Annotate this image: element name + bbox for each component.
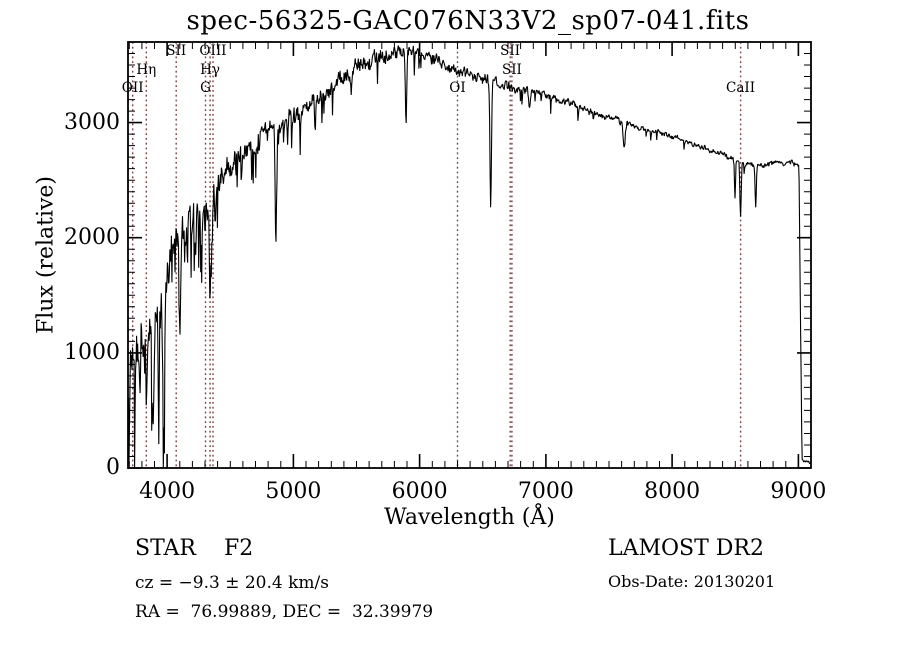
y-tick-label: 3000 <box>64 109 120 135</box>
y-tick-label: 0 <box>106 455 120 480</box>
plot-frame <box>127 41 812 469</box>
spectral-line-label: SII <box>500 43 521 59</box>
x-tick-label: 5000 <box>265 479 322 504</box>
ra-dec-label: RA = 76.99889, DEC = 32.39979 <box>135 602 434 622</box>
spectrum-curve <box>127 45 811 468</box>
obs-date-label: Obs-Date: 20130201 <box>608 572 776 591</box>
spectral-line-label: OIII <box>199 43 227 59</box>
spectral-line-label: OII <box>121 80 144 96</box>
x-tick-label: 4000 <box>139 479 196 504</box>
x-tick-label: 8000 <box>644 479 701 504</box>
spectral-line-label: OI <box>449 80 466 96</box>
spectral-line-label: G <box>200 80 211 96</box>
survey-label: LAMOST DR2 <box>608 536 764 561</box>
page-title: spec-56325-GAC076N33V2_sp07-041.fits <box>186 6 750 36</box>
spectral-line-label: SII <box>501 62 522 78</box>
object-class-label: STAR F2 <box>135 536 254 561</box>
spectral-line-markers <box>132 42 742 468</box>
spectral-line-label: SII <box>166 43 187 59</box>
y-axis-title: Flux (relative) <box>33 175 59 335</box>
spectral-line-label: Hη <box>136 62 157 78</box>
x-tick-label: 7000 <box>517 479 574 504</box>
y-tick-label: 1000 <box>64 339 120 365</box>
y-tick-label: 2000 <box>64 224 120 250</box>
x-tick-label: 9000 <box>770 479 827 504</box>
spectral-line-label: CaII <box>726 80 756 96</box>
x-axis-title: Wavelength (Å) <box>384 505 555 530</box>
minor-ticks <box>128 41 812 468</box>
x-tick-label: 6000 <box>391 479 448 504</box>
major-ticks <box>128 42 811 469</box>
spectral-line-label: Hγ <box>200 62 220 78</box>
cz-velocity-label: cz = −9.3 ± 20.4 km/s <box>135 573 329 593</box>
